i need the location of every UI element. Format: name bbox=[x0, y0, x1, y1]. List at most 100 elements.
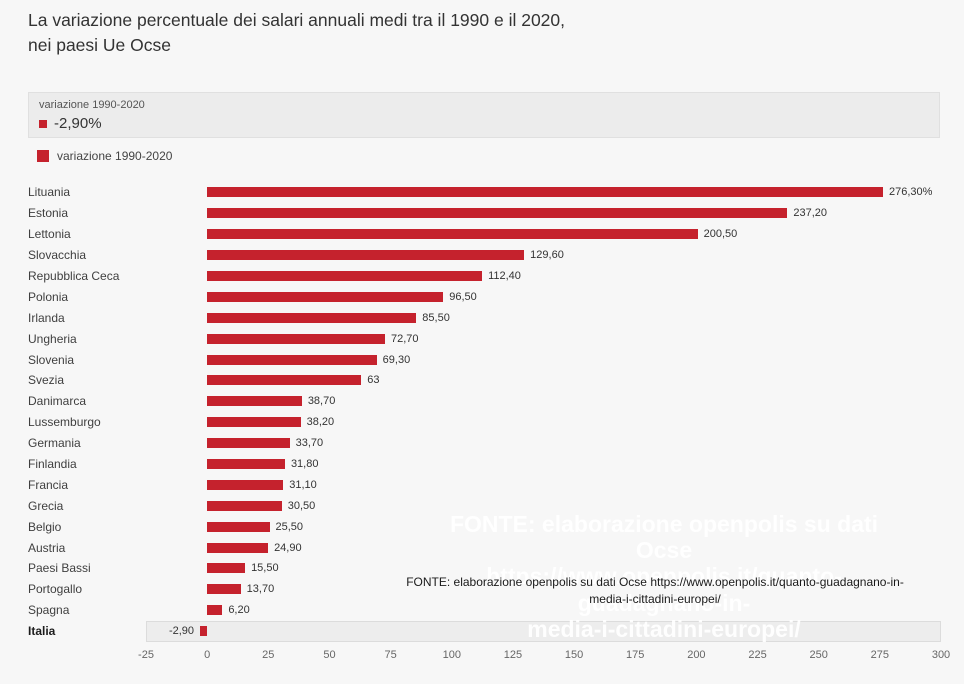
value-label: 31,10 bbox=[289, 478, 317, 491]
bar[interactable] bbox=[207, 500, 282, 511]
bar-row: Lussemburgo 38,20 bbox=[28, 412, 941, 433]
plot-area: 38,20 bbox=[146, 412, 941, 433]
value-label: 96,50 bbox=[449, 290, 477, 303]
value-label: 13,70 bbox=[246, 583, 275, 596]
bar[interactable] bbox=[207, 479, 284, 490]
category-label: Lituania bbox=[28, 185, 71, 200]
bar[interactable] bbox=[207, 396, 302, 407]
value-label: 38,20 bbox=[306, 416, 335, 429]
bar[interactable] bbox=[207, 542, 269, 553]
plot-area: 96,50 bbox=[146, 286, 941, 307]
bar[interactable] bbox=[207, 250, 525, 261]
plot-area: 276,30% bbox=[146, 182, 941, 203]
source-note: FONTE: elaborazione openpolis su dati Oc… bbox=[406, 575, 904, 607]
bar[interactable] bbox=[207, 459, 285, 470]
category-label: Polonia bbox=[28, 289, 69, 304]
value-label: -2,90 bbox=[168, 625, 195, 638]
x-axis: -25 0 25 50 75 100 125 150 175 200 225 250 275 300 bbox=[138, 649, 950, 663]
tooltip-series-label: variazione 1990-2020 bbox=[39, 99, 145, 111]
plot-area: 85,50 bbox=[146, 307, 941, 328]
bar[interactable] bbox=[207, 417, 301, 428]
bar-row: Irlanda 85,50 bbox=[28, 307, 941, 328]
bar[interactable] bbox=[207, 208, 788, 219]
plot-area: 24,90 bbox=[146, 537, 941, 558]
plot-area: 237,20 bbox=[146, 203, 941, 224]
bar[interactable] bbox=[207, 584, 241, 595]
category-label: Danimarca bbox=[28, 394, 87, 409]
plot-area: 31,80 bbox=[146, 454, 941, 475]
category-label: Spagna bbox=[28, 603, 70, 618]
category-label: Belgio bbox=[28, 519, 62, 534]
value-label: 85,50 bbox=[422, 311, 450, 324]
bar-row: Estonia 237,20 bbox=[28, 203, 941, 224]
bar[interactable] bbox=[207, 271, 483, 281]
x-axis-tick: 300 bbox=[931, 649, 951, 661]
tooltip-value: -2,90% bbox=[54, 115, 102, 132]
bar-row: Danimarca 38,70 bbox=[28, 391, 941, 412]
bar-row: Slovenia 69,30 bbox=[28, 349, 941, 370]
value-label: 33,70 bbox=[295, 437, 324, 450]
bar[interactable] bbox=[207, 375, 362, 386]
bar[interactable] bbox=[207, 333, 385, 344]
bar[interactable] bbox=[207, 605, 223, 616]
bar[interactable] bbox=[207, 354, 377, 365]
legend: variazione 1990-2020 bbox=[37, 149, 172, 163]
category-label: Lettonia bbox=[28, 227, 71, 242]
plot-area: 72,70 bbox=[146, 328, 941, 349]
bar-row: Austria 24,90 bbox=[28, 537, 941, 558]
bar-row: Repubblica Ceca 112,40 bbox=[28, 266, 941, 287]
bar-row: Ungheria 72,70 bbox=[28, 328, 941, 349]
category-label: Finlandia bbox=[28, 457, 77, 472]
category-label: Estonia bbox=[28, 206, 69, 221]
bar[interactable] bbox=[207, 563, 246, 574]
bar[interactable] bbox=[207, 312, 417, 323]
value-label: 63 bbox=[367, 374, 380, 387]
bar-chart-rows: Lituania 276,30% Estonia 237,20 Lettonia 200,… bbox=[28, 182, 941, 642]
value-label: 276,30% bbox=[889, 186, 933, 199]
value-label: 72,70 bbox=[390, 332, 419, 345]
x-axis-tick: 200 bbox=[687, 649, 706, 661]
x-axis-tick: 0 bbox=[204, 649, 211, 661]
category-label: Lussemburgo bbox=[28, 415, 101, 430]
bar[interactable] bbox=[207, 229, 698, 240]
plot-area: 6,20 bbox=[146, 600, 941, 621]
bar[interactable] bbox=[207, 187, 883, 198]
x-axis-tick: 75 bbox=[384, 649, 397, 661]
bar-row: Germania 33,70 bbox=[28, 433, 941, 454]
tooltip: variazione 1990-2020 -2,90% bbox=[28, 92, 940, 138]
tooltip-marker-icon bbox=[39, 119, 47, 128]
legend-swatch[interactable] bbox=[37, 150, 49, 162]
plot-area: 33,70 bbox=[146, 433, 941, 454]
value-label: 237,20 bbox=[793, 207, 828, 220]
x-axis-tick: 250 bbox=[809, 649, 828, 661]
plot-area: 30,50 bbox=[146, 495, 941, 516]
bar-row: Lituania 276,30% bbox=[28, 182, 941, 203]
category-label: Austria bbox=[28, 540, 66, 555]
plot-area: -2,90 bbox=[146, 620, 941, 642]
x-axis-tick: 125 bbox=[503, 649, 523, 661]
value-label: 6,20 bbox=[228, 604, 250, 617]
x-axis-tick: -25 bbox=[138, 649, 154, 661]
category-label: Paesi Bassi bbox=[28, 561, 91, 576]
category-label: Portogallo bbox=[28, 582, 83, 597]
bar[interactable] bbox=[207, 291, 444, 302]
legend-item-label[interactable]: variazione 1990-2020 bbox=[57, 149, 173, 163]
category-label: Grecia bbox=[28, 498, 64, 513]
bar[interactable] bbox=[200, 626, 208, 637]
plot-area: 13,70 bbox=[146, 579, 941, 600]
bar-row: Francia 31,10 bbox=[28, 474, 941, 495]
bar-row: Svezia 63 bbox=[28, 370, 941, 391]
value-label: 129,60 bbox=[530, 249, 564, 262]
bar-row: Polonia 96,50 bbox=[28, 286, 941, 307]
value-label: 69,30 bbox=[382, 353, 411, 366]
value-label: 200,50 bbox=[703, 228, 738, 241]
plot-area: 25,50 bbox=[146, 516, 941, 537]
plot-area: 31,10 bbox=[146, 474, 941, 495]
bar[interactable] bbox=[207, 521, 270, 532]
bar[interactable] bbox=[207, 438, 290, 449]
x-axis-tick: 150 bbox=[564, 649, 584, 661]
bar-row: Spagna 6,20 bbox=[28, 600, 941, 621]
value-label: 24,90 bbox=[274, 541, 302, 554]
value-label: 25,50 bbox=[275, 520, 304, 533]
